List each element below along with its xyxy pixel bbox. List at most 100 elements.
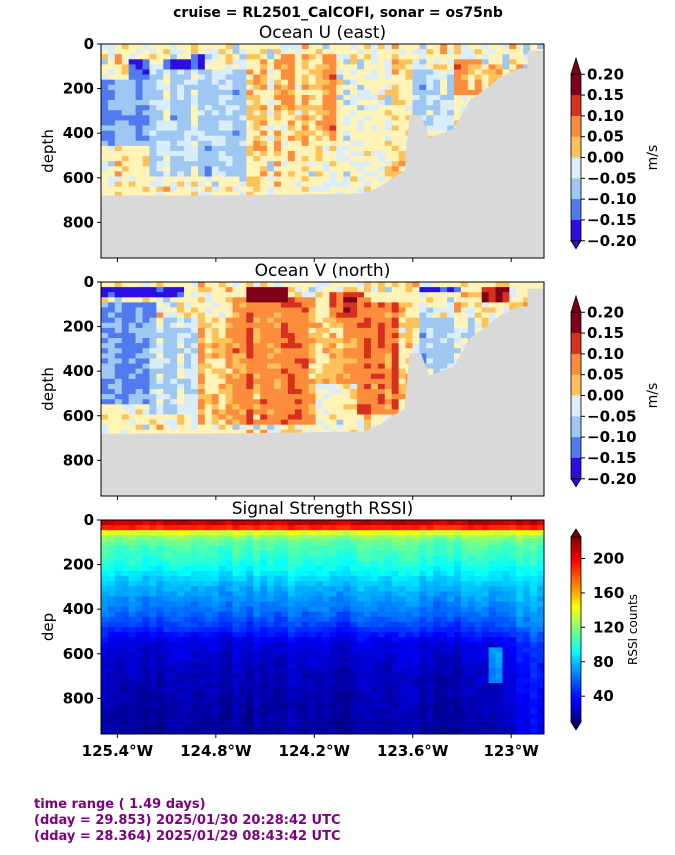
velocity-cell (280, 389, 289, 395)
velocity-cell (149, 282, 157, 288)
velocity-cell (260, 171, 268, 178)
velocity-cell (287, 338, 296, 344)
velocity-cell (474, 79, 483, 86)
velocity-cell (412, 49, 420, 55)
velocity-cell (232, 419, 241, 426)
velocity-cell (440, 343, 448, 349)
velocity-cell (426, 49, 434, 55)
velocity-cell (405, 49, 414, 55)
velocity-cell (467, 307, 476, 314)
velocity-cell (197, 363, 206, 370)
velocity-cell (440, 105, 448, 111)
velocity-cell (280, 338, 289, 344)
velocity-cell (287, 181, 296, 188)
velocity-cell (163, 49, 171, 55)
velocity-cell (246, 140, 254, 147)
velocity-cell (405, 44, 414, 50)
velocity-cell (184, 79, 192, 86)
velocity-cell (267, 378, 275, 385)
velocity-cell (197, 414, 206, 421)
velocity-cell (308, 49, 317, 55)
velocity-cell (135, 429, 144, 436)
velocity-cell (204, 327, 213, 334)
velocity-cell (135, 399, 144, 405)
velocity-cell (170, 307, 178, 314)
velocity-cell (163, 186, 171, 193)
velocity-cell (398, 353, 407, 360)
velocity-cell (454, 94, 462, 101)
velocity-cell (322, 338, 331, 344)
velocity-cell (190, 74, 199, 81)
velocity-cell (190, 176, 199, 183)
velocity-cell (280, 383, 289, 390)
velocity-cell (350, 186, 358, 193)
velocity-cell (197, 404, 206, 410)
velocity-cell (433, 74, 441, 81)
velocity-cell (142, 363, 151, 370)
colorbar-tick-label: 0.20 (587, 65, 624, 83)
velocity-cell (128, 363, 137, 370)
velocity-cell (412, 322, 420, 329)
velocity-cell (336, 54, 344, 60)
velocity-cell (391, 64, 400, 71)
velocity-cell (433, 353, 441, 360)
velocity-cell (537, 44, 544, 50)
velocity-cell (260, 120, 268, 127)
velocity-cell (246, 404, 254, 410)
velocity-cell (315, 156, 324, 162)
velocity-cell (232, 348, 241, 354)
velocity-cell (267, 353, 275, 360)
velocity-cell (218, 69, 227, 76)
velocity-cell (308, 74, 317, 81)
velocity-cell (156, 74, 164, 81)
velocity-cell (274, 69, 282, 76)
ocean-v-panel: Ocean V (north)0200400600800depth0.200.1… (39, 261, 661, 500)
velocity-cell (308, 322, 317, 329)
velocity-cell (460, 105, 469, 111)
velocity-cell (280, 120, 289, 127)
velocity-cell (232, 322, 241, 329)
velocity-cell (301, 105, 310, 111)
velocity-cell (322, 171, 331, 178)
velocity-cell (398, 343, 407, 349)
velocity-cell (294, 176, 303, 183)
velocity-cell (377, 332, 386, 339)
velocity-cell (107, 105, 116, 111)
velocity-cell (315, 409, 324, 416)
velocity-cell (225, 404, 234, 410)
velocity-cell (184, 191, 192, 198)
velocity-cell (190, 64, 199, 71)
velocity-cell (370, 54, 379, 60)
velocity-cell (294, 181, 303, 188)
velocity-cell (322, 115, 331, 122)
velocity-cell (204, 191, 213, 198)
velocity-cell (107, 74, 116, 81)
velocity-cell (163, 54, 171, 60)
velocity-cell (177, 414, 185, 421)
velocity-cell (142, 69, 151, 76)
velocity-cell (329, 94, 337, 101)
velocity-cell (301, 74, 310, 81)
velocity-cell (474, 84, 483, 91)
velocity-cell (218, 332, 227, 339)
velocity-cell (447, 79, 455, 86)
velocity-cell (260, 49, 268, 55)
velocity-cell (142, 317, 151, 324)
velocity-cell (440, 338, 448, 344)
velocity-cell (156, 49, 164, 55)
velocity-cell (274, 332, 282, 339)
velocity-cell (121, 135, 130, 142)
velocity-cell (101, 292, 109, 298)
velocity-cell (274, 317, 282, 324)
velocity-cell (322, 297, 331, 303)
velocity-cell (177, 151, 185, 157)
velocity-cell (225, 414, 234, 421)
velocity-cell (218, 140, 227, 147)
velocity-cell (239, 69, 247, 76)
velocity-cell (377, 181, 386, 188)
velocity-cell (398, 383, 407, 390)
velocity-cell (239, 368, 247, 375)
velocity-cell (412, 74, 420, 81)
velocity-cell (239, 115, 247, 122)
velocity-cell (315, 110, 324, 116)
